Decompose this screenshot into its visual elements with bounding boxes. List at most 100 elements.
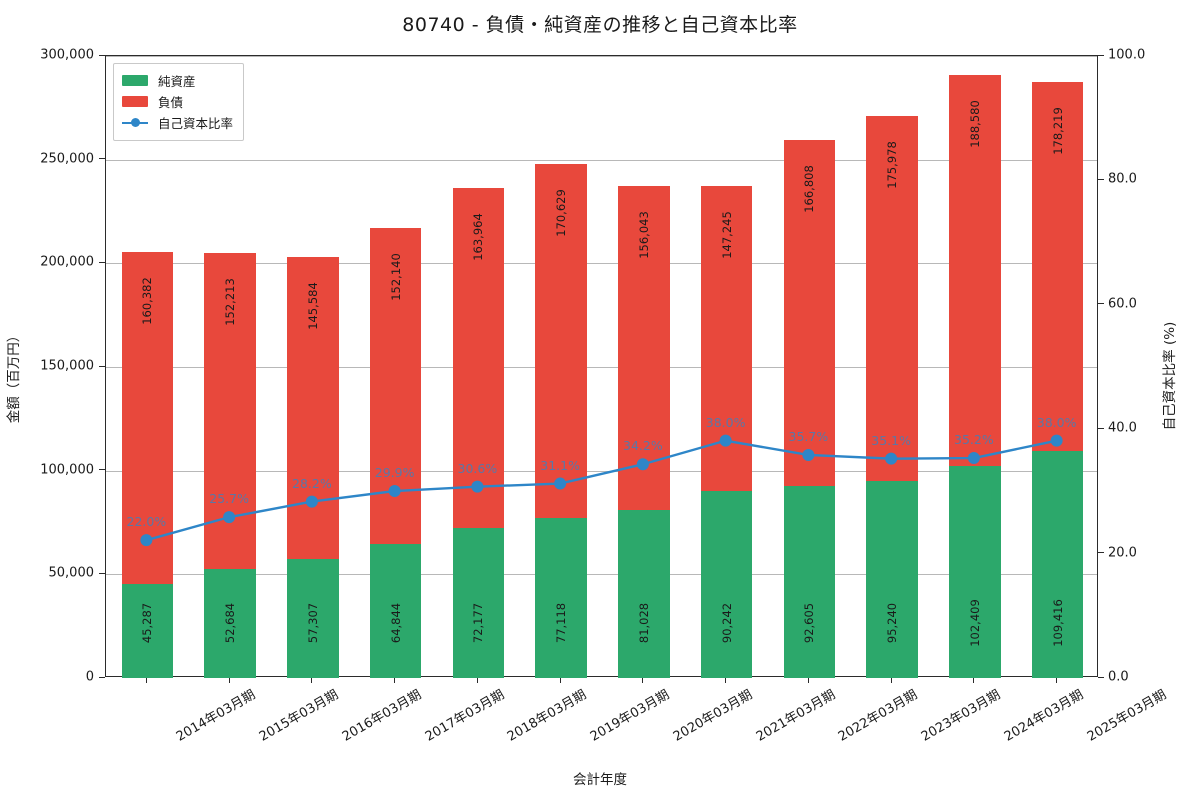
ratio-value-label: 35.7% [788,428,829,444]
y-axis-right-tick-label: 80.0 [1108,171,1137,187]
bar-net-assets[interactable]: 81,028 [618,510,670,678]
ratio-value-label: 30.6% [457,460,498,476]
x-axis-tick-label: 2016年03月期 [339,687,425,745]
bar-liabilities[interactable]: 163,964 [452,188,505,529]
x-axis-tick-label: 2015年03月期 [257,687,342,745]
gridline [106,263,1097,265]
x-axis-tick-mark [890,677,892,683]
y-axis-right-tick-mark [1098,303,1104,305]
bar-value-label-net-assets: 45,287 [140,602,155,644]
legend-item-equity-ratio: 自己資本比率 [122,112,233,133]
bar-liabilities[interactable]: 188,580 [949,74,1001,466]
y-axis-left-tick-mark [99,676,105,678]
y-axis-right-tick-mark [1098,54,1104,56]
bar-net-assets[interactable]: 109,416 [1031,451,1084,678]
x-axis-tick-label: 2017年03月期 [422,687,507,745]
bar-liabilities[interactable]: 156,043 [618,186,670,510]
x-axis-tick-label: 2023年03月期 [919,687,1004,745]
y-axis-right-title-wrap: 自己資本比率 (%) [1162,322,1192,431]
bar-liabilities[interactable]: 175,978 [866,115,918,481]
bar-net-assets[interactable]: 90,242 [700,490,753,678]
y-axis-left-title: 金額（百万円） [6,328,22,424]
x-axis-tick-mark [642,677,644,683]
bar-net-assets[interactable]: 102,409 [949,465,1001,678]
y-axis-right-tick-mark [1098,178,1104,180]
bar-value-label-liabilities: 145,584 [305,282,320,331]
bar-liabilities[interactable]: 152,140 [369,228,422,544]
bar-liabilities[interactable]: 152,213 [204,253,256,569]
bar-liabilities[interactable]: 145,584 [287,257,339,560]
bar-liabilities[interactable]: 166,808 [783,140,836,486]
x-axis-tick-label: 2025年03月期 [1084,687,1169,745]
bar-value-label-liabilities: 147,245 [719,210,734,259]
x-axis-tick-mark [476,677,478,683]
bar-liabilities[interactable]: 160,382 [121,251,174,585]
bar-value-label-net-assets: 95,240 [885,602,900,644]
bar-net-assets[interactable]: 95,240 [866,480,918,678]
y-axis-left-tick-mark [99,54,105,56]
bar-net-assets[interactable]: 64,844 [369,543,422,678]
chart-title: 80740 - 負債・純資産の推移と自己資本比率 [402,14,798,36]
bar-net-assets[interactable]: 52,684 [204,568,256,678]
x-axis-tick-mark [311,677,313,683]
x-axis-tick-label: 2014年03月期 [174,687,259,745]
bar-value-label-net-assets: 77,118 [554,602,569,644]
bar-liabilities[interactable]: 178,219 [1031,81,1084,452]
x-axis-tick-mark [725,677,727,683]
bar-value-label-liabilities: 178,219 [1050,106,1065,155]
y-axis-left-tick-label: 50,000 [48,565,95,581]
ratio-value-label: 35.2% [954,432,994,448]
bar-value-label-liabilities: 156,043 [636,211,651,260]
x-axis-tick-mark [228,677,230,683]
legend-swatch-net-assets [122,75,148,86]
bar-value-label-liabilities: 175,978 [885,140,900,189]
ratio-value-label: 28.2% [292,475,332,491]
bar-value-label-net-assets: 109,416 [1050,599,1065,647]
bar-liabilities[interactable]: 147,245 [700,185,753,491]
bar-value-label-net-assets: 57,307 [305,602,320,644]
x-axis-tick-label: 2024年03月期 [1001,687,1087,745]
gridline [106,574,1097,576]
x-axis-tick-label: 2022年03月期 [836,687,921,745]
bar-net-assets[interactable]: 72,177 [452,528,505,678]
bar-value-label-net-assets: 90,242 [719,602,734,644]
gridline [106,56,1097,57]
y-axis-left-tick-mark [99,572,105,574]
gridline [106,159,1097,161]
y-axis-left-tick-label: 100,000 [40,462,94,478]
bar-net-assets[interactable]: 77,118 [535,518,587,678]
legend-item-net-assets: 純資産 [122,70,233,91]
ratio-value-label: 29.9% [374,465,415,481]
x-axis-tick-mark [145,677,147,683]
bar-value-label-liabilities: 170,629 [554,189,569,238]
x-axis-tick-label: 2020年03月期 [670,687,756,745]
ratio-value-label: 34.2% [623,438,663,454]
legend: 純資産 負債 自己資本比率 [113,63,245,141]
y-axis-right-tick-mark [1098,552,1104,554]
x-axis-tick-mark [807,677,809,683]
bar-net-assets[interactable]: 57,307 [287,559,339,678]
bar-value-label-net-assets: 52,684 [223,602,238,644]
y-axis-right-tick-label: 40.0 [1108,420,1137,436]
x-axis-tick-mark [394,677,396,683]
y-axis-right-tick-label: 100.0 [1108,47,1146,63]
bar-value-label-net-assets: 102,409 [967,599,982,647]
y-axis-left-tick-label: 150,000 [40,358,94,374]
ratio-value-label: 25.7% [209,491,249,507]
ratio-value-label: 35.1% [871,432,911,448]
y-axis-right-tick-label: 20.0 [1108,545,1137,561]
y-axis-right-tick-label: 60.0 [1108,296,1137,312]
y-axis-right-title: 自己資本比率 (%) [1162,321,1178,431]
x-axis-tick-label: 2018年03月期 [505,687,590,745]
y-axis-left-tick-label: 200,000 [40,254,94,270]
bar-net-assets[interactable]: 45,287 [121,584,174,678]
y-axis-left-tick-mark [99,158,105,160]
plot-area: 45,287 160,382 52,684 152,213 57,307 145,584 6… [105,55,1098,678]
y-axis-left-tick-label: 0 [85,669,94,685]
bar-net-assets[interactable]: 92,605 [783,485,836,678]
y-axis-right-tick-label: 0.0 [1108,669,1129,685]
ratio-value-label: 22.0% [126,514,167,530]
bar-value-label-liabilities: 166,808 [802,165,817,213]
bar-value-label-liabilities: 152,140 [388,253,403,301]
ratio-value-label: 38.0% [705,414,746,430]
